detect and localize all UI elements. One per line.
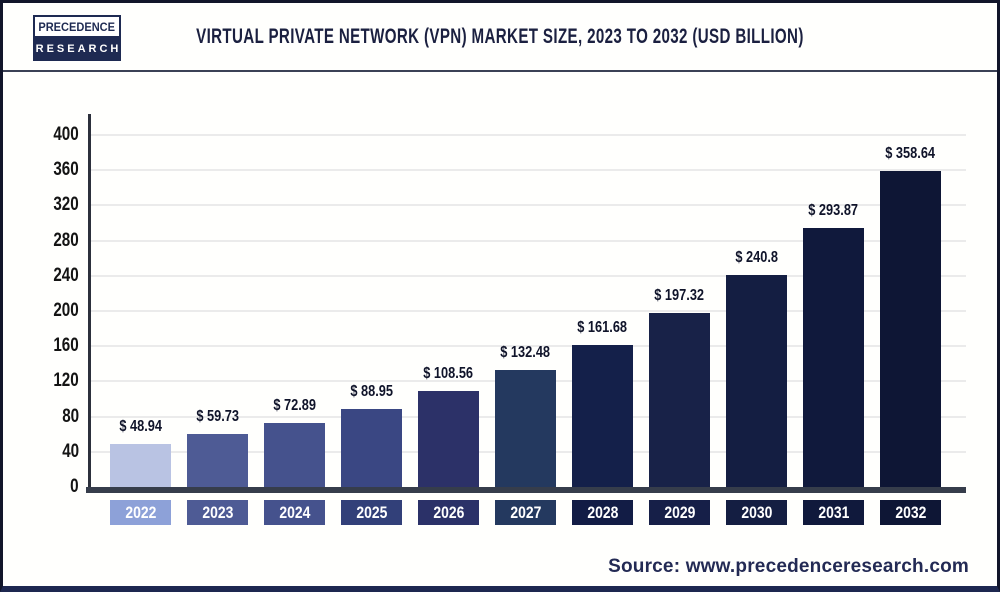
y-tick-label-80-text: 80 [62,405,79,427]
y-tick-label-320-text: 320 [53,194,79,216]
gridline-200 [91,310,966,312]
x-tick-box-2031-text: 2031 [817,502,850,522]
y-tick-label-40-text: 40 [62,440,79,462]
bar-2032 [880,171,941,487]
bar-value-label-2025-text: $ 88.95 [350,383,393,400]
x-tick-box-2030-text: 2030 [740,502,773,522]
y-tick-label-200-text: 200 [53,300,79,321]
bar-value-label-2032-text: $ 358.64 [885,145,936,162]
y-tick-label-0: 0 [29,477,79,497]
y-tick-label-160: 160 [29,336,79,356]
bar-2023 [187,434,248,487]
bar-value-label-2024: $ 72.89 [240,396,350,416]
bar-2027 [495,370,556,487]
y-tick-label-0-text: 0 [70,476,79,497]
gridline-400 [91,134,966,136]
y-tick-label-160-text: 160 [53,335,79,357]
bar-value-label-2031: $ 293.87 [779,201,889,221]
header: VIRTUAL PRIVATE NETWORK (VPN) MARKET SIZ… [3,25,997,49]
x-tick-box-2022: 2022 [110,500,171,525]
gridline-280 [91,239,966,242]
bar-2024 [264,423,325,487]
y-tick-label-280: 280 [29,229,79,251]
bar-value-label-2028: $ 161.68 [548,318,658,338]
x-tick-box-2032: 2032 [880,500,941,525]
gridline-240 [91,274,966,277]
x-tick-box-2022-text: 2022 [124,502,157,522]
x-tick-box-2031: 2031 [803,500,864,525]
y-tick-label-360-text: 360 [53,159,79,181]
logo-wordmark-research: RESEARCH [35,38,119,59]
y-tick-label-280-text: 280 [53,229,79,251]
x-axis-baseline [86,487,966,493]
bar-value-label-2025: $ 88.95 [317,382,427,402]
bar-2031 [803,228,864,487]
source-attribution: Source: www.precedenceresearch.com [608,556,969,577]
x-tick-box-2029: 2029 [649,500,710,525]
y-tick-label-120: 120 [29,371,79,391]
x-tick-box-2028: 2028 [572,500,633,525]
logo-wordmark-precedence: PRECEDENCE [35,17,119,38]
logo-precedence-text: PRECEDENCE [38,19,116,34]
bar-chart: 0 40 80 120 160 200 240 280 320 360 400 $ 48.94 2022… [3,3,997,586]
precedence-research-logo: PRECEDENCE RESEARCH [33,15,121,61]
bar-value-label-2031-text: $ 293.87 [808,202,859,219]
gridline-160 [91,345,966,348]
chart-title: VIRTUAL PRIVATE NETWORK (VPN) MARKET SIZ… [196,25,804,48]
x-tick-box-2028-text: 2028 [586,502,619,522]
y-tick-label-200: 200 [29,301,79,321]
y-axis-line [88,114,91,492]
bar-value-label-2027: $ 132.48 [471,343,581,363]
x-tick-box-2032-text: 2032 [894,502,927,522]
bar-value-label-2026: $ 108.56 [394,364,504,384]
bar-value-label-2029: $ 197.32 [625,286,735,306]
y-tick-label-400: 400 [29,125,79,145]
bar-2022 [110,444,171,487]
x-tick-box-2026-text: 2026 [432,502,465,522]
x-tick-box-2027-text: 2027 [509,502,542,522]
gridline-320 [91,204,966,207]
y-tick-label-80: 80 [29,405,79,427]
y-tick-label-360: 360 [29,160,79,180]
x-tick-box-2023-text: 2023 [201,502,234,522]
x-tick-box-2025: 2025 [341,500,402,525]
bar-value-label-2027-text: $ 132.48 [500,344,551,361]
y-tick-label-320: 320 [29,195,79,215]
bar-value-label-2032: $ 358.64 [856,144,966,164]
x-tick-box-2025-text: 2025 [355,502,388,522]
x-tick-box-2027: 2027 [495,500,556,525]
y-tick-label-40: 40 [29,440,79,462]
x-tick-box-2026: 2026 [418,500,479,525]
y-tick-label-240: 240 [29,264,79,286]
y-tick-label-400-text: 400 [53,124,79,145]
bar-value-label-2029-text: $ 197.32 [654,287,705,304]
bar-value-label-2023-text: $ 59.73 [196,408,239,425]
bar-value-label-2030-text: $ 240.8 [735,249,778,266]
x-tick-box-2029-text: 2029 [663,502,696,522]
bar-2028 [572,345,633,487]
header-divider [3,70,997,72]
bar-value-label-2022: $ 48.94 [86,417,196,437]
bar-2026 [418,391,479,487]
y-tick-label-240-text: 240 [53,264,79,286]
x-tick-box-2030: 2030 [726,500,787,525]
bar-value-label-2026-text: $ 108.56 [423,365,474,382]
x-tick-box-2024: 2024 [264,500,325,525]
x-tick-box-2024-text: 2024 [278,502,311,522]
bar-value-label-2028-text: $ 161.68 [577,319,628,336]
bar-value-label-2023: $ 59.73 [163,407,273,427]
x-tick-box-2023: 2023 [187,500,248,525]
bar-2029 [649,313,710,487]
y-tick-label-120-text: 120 [53,370,79,392]
logo-research-text: RESEARCH [35,42,122,55]
bar-value-label-2022-text: $ 48.94 [119,418,162,435]
bar-2025 [341,409,402,487]
bar-value-label-2024-text: $ 72.89 [273,397,316,414]
bar-2030 [726,275,787,487]
bar-value-label-2030: $ 240.8 [702,248,812,268]
gridline-360 [91,169,966,172]
